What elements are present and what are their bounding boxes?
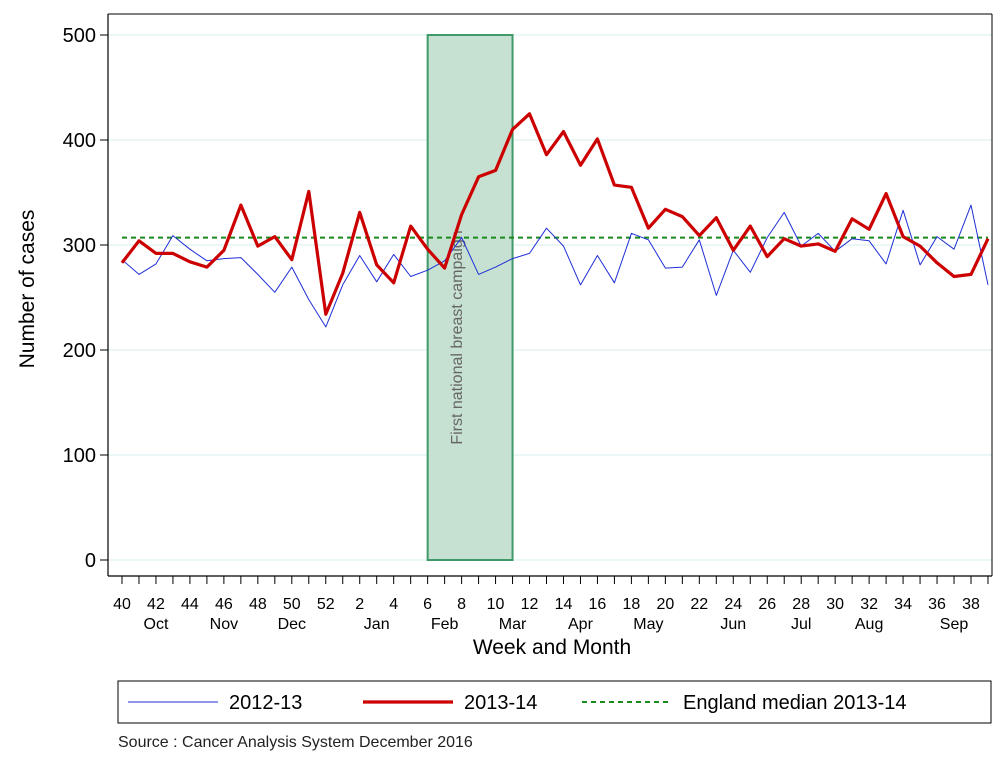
source-note: Source : Cancer Analysis System December… <box>118 734 473 751</box>
x-tick-label: 34 <box>894 596 912 613</box>
x-tick-label: 8 <box>457 596 466 613</box>
x-tick-label: 6 <box>423 596 432 613</box>
x-tick-label: 42 <box>147 596 165 613</box>
campaign-box <box>426 34 514 561</box>
y-tick-label: 500 <box>63 25 96 47</box>
x-tick-label: 38 <box>962 596 980 613</box>
x-tick-label: 26 <box>758 596 776 613</box>
legend-label-2012-13: 2012-13 <box>229 692 302 714</box>
x-tick-label: 40 <box>113 596 131 613</box>
month-label: Apr <box>568 616 594 633</box>
month-label: Jul <box>791 616 811 633</box>
month-label: Dec <box>278 616 306 633</box>
month-label: Mar <box>499 616 527 633</box>
x-tick-label: 2 <box>355 596 364 613</box>
x-tick-label: 24 <box>724 596 742 613</box>
x-tick-label: 48 <box>249 596 267 613</box>
x-tick-label: 16 <box>589 596 607 613</box>
x-tick-label: 28 <box>792 596 810 613</box>
legend-label-2013-14: 2013-14 <box>464 692 537 714</box>
legend-label-median: England median 2013-14 <box>683 692 907 714</box>
x-tick-label: 20 <box>656 596 674 613</box>
month-label: Oct <box>144 616 169 633</box>
x-tick-label: 50 <box>283 596 301 613</box>
y-tick-label: 0 <box>85 550 96 572</box>
y-tick-label: 200 <box>63 340 96 362</box>
x-tick-label: 14 <box>555 596 573 613</box>
month-label: Feb <box>431 616 459 633</box>
y-tick-label: 400 <box>63 130 96 152</box>
x-tick-label: 10 <box>487 596 505 613</box>
month-label: Jun <box>720 616 746 633</box>
x-axis-title: Week and Month <box>473 636 631 659</box>
x-tick-label: 52 <box>317 596 335 613</box>
x-tick-label: 44 <box>181 596 199 613</box>
x-tick-label: 30 <box>826 596 844 613</box>
campaign-label: First national breast campaign <box>449 230 466 444</box>
x-tick-label: 4 <box>389 596 398 613</box>
x-tick-label: 32 <box>860 596 878 613</box>
x-tick-label: 22 <box>690 596 708 613</box>
legend-box <box>117 680 992 724</box>
series-line-2013-14 <box>120 112 990 316</box>
x-tick-label: 36 <box>928 596 946 613</box>
y-tick-label: 100 <box>63 445 96 467</box>
y-axis-title: Number of cases <box>16 210 39 369</box>
month-label: May <box>633 616 663 633</box>
month-label: Nov <box>210 616 238 633</box>
x-tick-label: 46 <box>215 596 233 613</box>
y-tick-label: 300 <box>63 235 96 257</box>
series-line-2012-13 <box>121 204 989 328</box>
month-label: Sep <box>940 616 969 633</box>
x-tick-label: 18 <box>623 596 641 613</box>
x-tick-label: 12 <box>521 596 539 613</box>
month-label: Jan <box>364 616 390 633</box>
month-label: Aug <box>855 616 883 633</box>
